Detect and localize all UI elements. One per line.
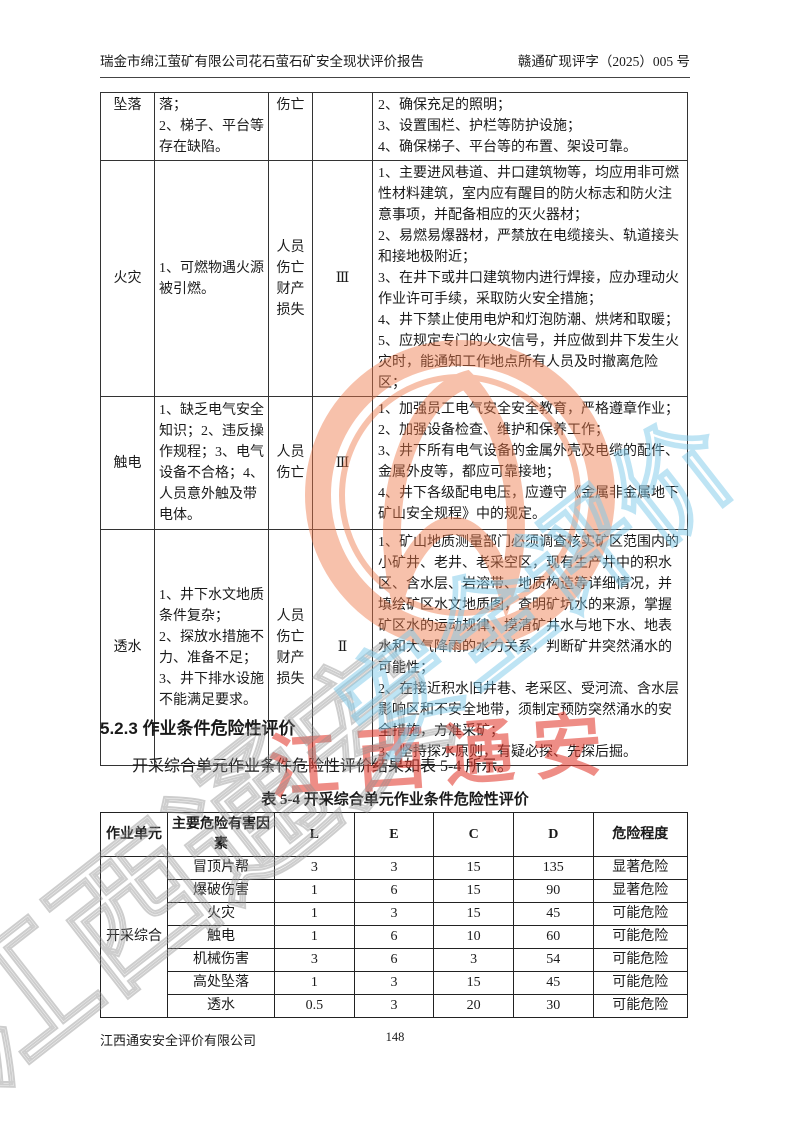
e-cell: 3 (353, 856, 435, 880)
hazard-level: Ⅲ (312, 396, 373, 530)
e-cell: 6 (353, 948, 435, 972)
l-cell: 3 (273, 948, 355, 972)
d-cell: 54 (512, 948, 594, 972)
e-cell: 6 (353, 925, 435, 949)
hazard-causes: 1、可燃物遇火源被引燃。 (154, 160, 269, 397)
table-row: 触电 1 6 10 60 可能危险 (101, 925, 689, 949)
e-cell: 3 (353, 971, 435, 995)
hazard-consequence: 伤亡 (268, 92, 313, 161)
factor-cell: 爆破伤害 (167, 879, 275, 903)
footer-company: 江西通安安全评价有限公司 (100, 1033, 257, 1048)
table-row-water-inrush: 透水 1、井下水文地质条件复杂； 2、探放水措施不力、准备不足； 3、井下排水设… (100, 529, 688, 766)
c-cell: 15 (433, 879, 514, 903)
l-cell: 3 (273, 856, 355, 880)
c-cell: 20 (433, 994, 514, 1018)
col-header-D: D (512, 812, 594, 857)
c-cell: 15 (433, 856, 514, 880)
body-paragraph: 开采综合单元作业条件危险性评价结果如表 5-4 所示。 (132, 758, 514, 775)
table-row: 高处坠落 1 3 15 45 可能危险 (101, 971, 689, 995)
l-cell: 1 (273, 879, 355, 903)
col-header-L: L (273, 812, 355, 857)
degree-cell: 可能危险 (592, 925, 689, 949)
d-cell: 90 (512, 879, 594, 903)
degree-cell: 可能危险 (592, 971, 689, 995)
factor-cell: 透水 (167, 994, 275, 1018)
hazard-consequence: 人员 伤亡 财产 损失 (268, 160, 313, 397)
page-header: 瑞金市绵江萤矿有限公司花石萤石矿安全现状评价报告 赣通矿现评字（2025）005… (100, 50, 690, 78)
degree-cell: 可能危险 (592, 948, 689, 972)
d-cell: 60 (512, 925, 594, 949)
hazard-level: Ⅲ (312, 160, 373, 397)
table-row: 透水 0.5 3 20 30 可能危险 (101, 994, 689, 1018)
table-row-fire: 火灾 1、可燃物遇火源被引燃。 人员 伤亡 财产 损失 Ⅲ 1、主要进风巷道、井… (100, 160, 688, 397)
c-cell: 10 (433, 925, 514, 949)
col-header-C: C (433, 812, 514, 857)
lec-evaluation-table: 作业单元 主要危险有害因素 L E C D 危险程度 开采综合 冒顶片帮 3 3… (99, 812, 689, 1018)
hazard-measures: 1、矿山地质测量部门必须调查核实矿区范围内的小矿井、老井、老采空区，现有生产井中… (372, 529, 688, 766)
unit-cell: 开采综合 (99, 856, 169, 1018)
d-cell: 135 (512, 856, 594, 880)
factor-cell: 高处坠落 (167, 971, 275, 995)
hazard-measures: 2、确保充足的照明； 3、设置围栏、护栏等防护设施； 4、确保梯子、平台等的布置… (372, 92, 688, 161)
section-heading: 5.2.3 作业条件危险性评价 (100, 719, 296, 738)
table-row: 火灾 1 3 15 45 可能危险 (101, 902, 689, 926)
factor-cell: 机械伤害 (167, 948, 275, 972)
e-cell: 3 (353, 994, 435, 1018)
hazard-level (312, 92, 373, 161)
l-cell: 0.5 (273, 994, 355, 1018)
header-report-title: 瑞金市绵江萤矿有限公司花石萤石矿安全现状评价报告 (100, 54, 424, 69)
c-cell: 15 (433, 902, 514, 926)
factor-cell: 冒顶片帮 (167, 856, 275, 880)
header-doc-number: 赣通矿现评字（2025）005 号 (517, 54, 690, 69)
l-cell: 1 (273, 902, 355, 926)
table-5-4-title: 表 5-4 开采综合单元作业条件危险性评价 (261, 792, 529, 808)
hazard-level: Ⅱ (312, 529, 373, 766)
degree-cell: 显著危险 (592, 856, 689, 880)
d-cell: 45 (512, 971, 594, 995)
hazard-consequence: 人员 伤亡 财产 损失 (268, 529, 313, 766)
degree-cell: 可能危险 (592, 994, 689, 1018)
degree-cell: 显著危险 (592, 879, 689, 903)
hazard-name: 触电 (100, 396, 155, 530)
table-row-electric-shock: 触电 1、缺乏电气安全知识；2、违反操作规程；3、电气设备不合格；4、人员意外触… (100, 396, 688, 530)
col-header-factor: 主要危险有害因素 (167, 812, 275, 857)
d-cell: 45 (512, 902, 594, 926)
factor-cell: 触电 (167, 925, 275, 949)
hazard-measures: 1、加强员工电气安全安全教育，严格遵章作业； 2、加强设备检查、维护和保养工作；… (372, 396, 688, 530)
hazard-measures: 1、主要进风巷道、井口建筑物等，均应用非可燃性材料建筑，室内应有醒目的防火标志和… (372, 160, 688, 397)
page-number: 148 (385, 1030, 405, 1044)
hazard-name: 坠落 (100, 92, 155, 161)
hazard-name: 火灾 (100, 160, 155, 397)
hazard-causes: 1、井下水文地质条件复杂； 2、探放水措施不力、准备不足； 3、井下排水设施不能… (154, 529, 269, 766)
d-cell: 30 (512, 994, 594, 1018)
hazard-causes: 落； 2、梯子、平台等存在缺陷。 (154, 92, 269, 161)
table-row: 爆破伤害 1 6 15 90 显著危险 (101, 879, 689, 903)
hazard-causes: 1、缺乏电气安全知识；2、违反操作规程；3、电气设备不合格；4、人员意外触及带电… (154, 396, 269, 530)
col-header-unit: 作业单元 (99, 812, 169, 857)
table-row: 机械伤害 3 6 3 54 可能危险 (101, 948, 689, 972)
table-row-fall: 坠落 落； 2、梯子、平台等存在缺陷。 伤亡 2、确保充足的照明； 3、设置围栏… (100, 92, 688, 161)
factor-cell: 火灾 (167, 902, 275, 926)
col-header-degree: 危险程度 (592, 812, 689, 857)
c-cell: 3 (433, 948, 514, 972)
table-row: 开采综合 冒顶片帮 3 3 15 135 显著危险 (99, 856, 689, 1018)
hazard-name: 透水 (100, 529, 155, 766)
col-header-E: E (353, 812, 435, 857)
degree-cell: 可能危险 (592, 902, 689, 926)
c-cell: 15 (433, 971, 514, 995)
e-cell: 6 (353, 879, 435, 903)
hazard-consequence: 人员 伤亡 (268, 396, 313, 530)
hazard-analysis-table: 坠落 落； 2、梯子、平台等存在缺陷。 伤亡 2、确保充足的照明； 3、设置围栏… (100, 92, 688, 766)
table-header-row: 作业单元 主要危险有害因素 L E C D 危险程度 (99, 812, 689, 857)
e-cell: 3 (353, 902, 435, 926)
l-cell: 1 (273, 971, 355, 995)
l-cell: 1 (273, 925, 355, 949)
